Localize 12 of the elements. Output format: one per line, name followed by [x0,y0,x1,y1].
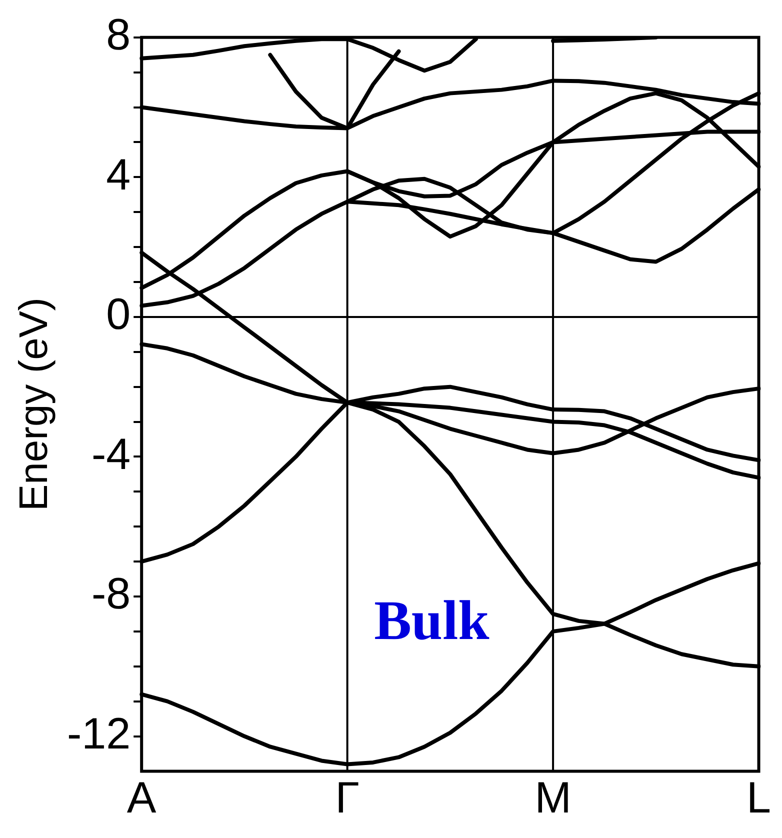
annotation: Bulk [374,590,490,652]
y-tick-label: -8 [91,570,131,619]
y-tick-label: 0 [106,290,131,340]
y-tick-label: 4 [106,150,131,200]
x-tick-label: M [534,774,572,823]
x-tick-label: L [746,774,772,823]
y-tick-label: 8 [106,10,131,60]
y-axis-title: Energy (eV) [12,298,56,512]
y-tick-label: -4 [91,430,131,479]
x-tick-label: A [126,774,157,823]
x-tick-label: Γ [335,774,360,823]
y-tick-label: -12 [67,709,131,758]
